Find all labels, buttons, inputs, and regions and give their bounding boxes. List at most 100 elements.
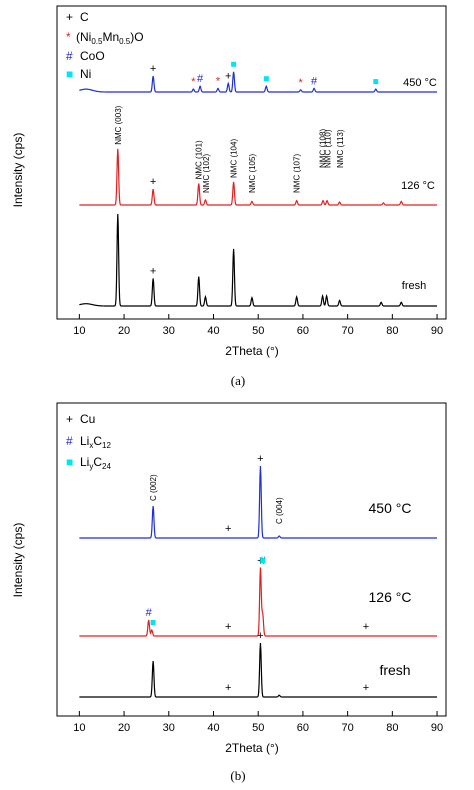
peak-label: NMC (101) xyxy=(195,140,204,179)
annotations-a: NMC (003) NMC (101)NMC (102) NMC (104) NMC … xyxy=(114,105,345,193)
peak-label: C (004) xyxy=(275,497,284,524)
x-tick-label: 80 xyxy=(386,722,398,734)
phase-marker: + xyxy=(363,621,369,633)
peak-label: NMC (107) xyxy=(293,154,302,193)
series-names-a: 450 °C 126 °C fresh xyxy=(401,77,437,292)
plot-frame-b xyxy=(56,402,447,717)
ni-marker xyxy=(150,620,156,625)
markers-b: +++++##+++ xyxy=(146,453,370,694)
legend-label-cu: Cu xyxy=(80,412,95,426)
panel-label-b: (b) xyxy=(230,768,245,783)
series-names-b: 450 °C 126 °C fresh xyxy=(369,500,412,678)
series-name-label: fresh xyxy=(379,662,410,678)
x-tick-label: 40 xyxy=(207,722,219,734)
y-axis-label-b: Intensity (cps) xyxy=(11,523,25,598)
phase-marker: * xyxy=(299,77,304,89)
legend-label-ni: Ni xyxy=(80,67,91,81)
phase-marker: + xyxy=(150,265,156,277)
legend-a: + C * (Ni0.5Mn0.5)O # CoO ■ Ni xyxy=(66,10,144,81)
series-line xyxy=(79,148,438,206)
x-tick-label: 10 xyxy=(73,722,85,734)
peak-label: NMC (108) xyxy=(319,129,328,168)
series-line xyxy=(79,567,438,637)
phase-marker: # xyxy=(146,607,153,619)
peak-label: NMC (104) xyxy=(230,139,239,178)
phase-marker: # xyxy=(311,75,318,87)
legend-symbol-liyc24: ■ xyxy=(66,455,73,469)
x-axis-label-b: 2Theta (°) xyxy=(225,741,278,755)
peak-label: NMC (003) xyxy=(114,105,123,144)
ni-marker xyxy=(263,76,269,82)
legend-label-lixc12: LixC12 xyxy=(80,434,111,450)
peak-label: NMC (113) xyxy=(336,129,345,168)
peak-label: NMC (105) xyxy=(248,154,257,193)
x-tick-label: 10 xyxy=(73,325,85,337)
x-tick-label: 80 xyxy=(386,325,398,337)
series-name-label: fresh xyxy=(402,280,426,292)
markers-a: ++* * *# #++ xyxy=(150,61,379,277)
x-tick-label: 50 xyxy=(252,722,264,734)
x-tick-label: 30 xyxy=(163,325,175,337)
phase-marker: + xyxy=(150,63,156,75)
y-axis-label-a: Intensity (cps) xyxy=(11,133,25,208)
x-tick-label: 20 xyxy=(118,722,130,734)
peak-label: NMC (102) xyxy=(202,154,211,193)
legend-label-c: C xyxy=(80,10,89,24)
peak-label: C (002) xyxy=(149,474,158,501)
phase-marker: + xyxy=(257,453,263,465)
x-axis-label-a: 2Theta (°) xyxy=(225,344,278,358)
x-tick-label: 70 xyxy=(342,325,354,337)
series-line xyxy=(79,642,438,698)
panel-a: Intensity (cps) 2Theta (°) (a) + C * (Ni… xyxy=(11,5,447,388)
annotations-b: C (002) C (004) xyxy=(149,474,284,524)
series-name-label: 126 °C xyxy=(401,180,435,192)
series-line xyxy=(79,213,438,307)
ni-marker xyxy=(231,61,237,67)
series-group-b xyxy=(79,465,438,698)
phase-marker: + xyxy=(225,70,231,82)
legend-symbol-ni: ■ xyxy=(66,67,73,81)
phase-marker: + xyxy=(225,523,231,535)
x-tick-label: 70 xyxy=(342,722,354,734)
legend-label-liyc24: LiyC24 xyxy=(80,455,111,471)
x-tick-label: 20 xyxy=(118,325,130,337)
phase-marker: * xyxy=(216,75,221,87)
x-ticks-a: 10 20 30 40 50 60 70 80 90 xyxy=(73,314,443,337)
x-tick-label: 30 xyxy=(163,722,175,734)
legend-symbol-coo: # xyxy=(66,49,73,63)
legend-symbol-lixc12: # xyxy=(66,434,73,448)
ni-marker xyxy=(260,558,266,563)
phase-marker: + xyxy=(257,630,263,642)
x-tick-label: 90 xyxy=(431,325,443,337)
peak-label: NMC (110) xyxy=(324,129,333,168)
ni-marker xyxy=(373,79,379,85)
series-line xyxy=(79,465,438,539)
x-tick-label: 60 xyxy=(297,325,309,337)
phase-marker: + xyxy=(363,682,369,694)
series-line xyxy=(79,71,438,93)
phase-marker: + xyxy=(225,621,231,633)
series-name-label: 126 °C xyxy=(369,589,412,605)
series-name-label: 450 °C xyxy=(369,500,412,516)
legend-symbol-nimno: * xyxy=(66,30,71,44)
panel-b: Intensity (cps) 2Theta (°) (b) + Cu # Li… xyxy=(11,402,447,783)
panel-label-a: (a) xyxy=(231,373,245,388)
x-tick-label: 90 xyxy=(431,722,443,734)
series-name-label: 450 °C xyxy=(403,77,437,89)
legend-label-coo: CoO xyxy=(80,49,105,63)
x-tick-label: 40 xyxy=(207,325,219,337)
plot-frame-a xyxy=(56,5,447,320)
phase-marker: * xyxy=(191,76,196,88)
phase-marker: + xyxy=(150,176,156,188)
series-group-a xyxy=(79,71,438,307)
x-tick-label: 60 xyxy=(297,722,309,734)
x-tick-label: 50 xyxy=(252,325,264,337)
legend-symbol-c: + xyxy=(66,10,73,24)
legend-b: + Cu # LixC12 ■ LiyC24 xyxy=(66,412,111,471)
x-ticks-b: 10 20 30 40 50 60 70 80 90 xyxy=(73,711,443,734)
phase-marker: + xyxy=(225,682,231,694)
legend-symbol-cu: + xyxy=(66,412,73,426)
legend-label-nimno: (Ni0.5Mn0.5)O xyxy=(76,30,144,46)
phase-marker: # xyxy=(197,73,204,85)
